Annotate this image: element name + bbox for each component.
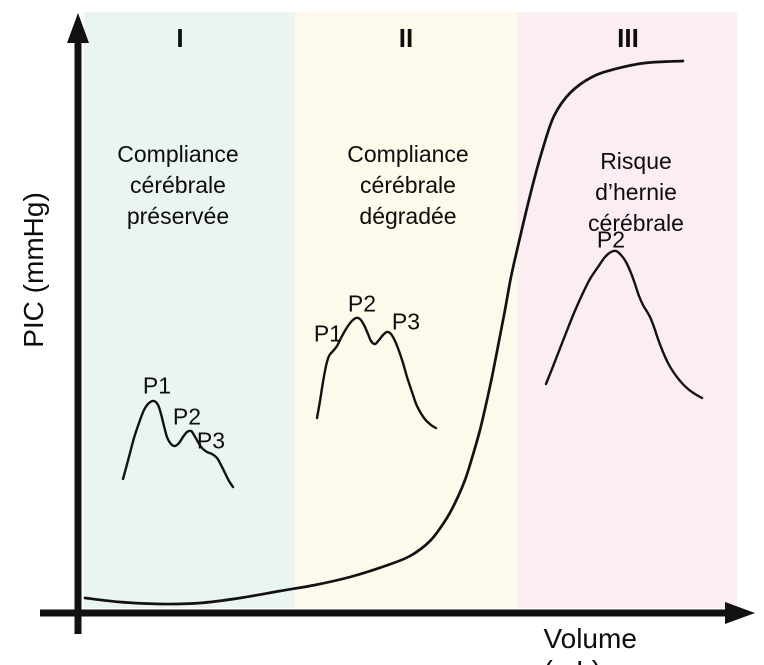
waveform3-p2-label: P2	[596, 226, 626, 253]
zone-herniation-risk	[517, 12, 737, 608]
zone-numeral-3: III	[617, 23, 639, 53]
waveform1-p3-label: P3	[196, 427, 226, 454]
zone-numeral-2: II	[398, 23, 414, 53]
waveform2-p3-label: P3	[391, 308, 421, 335]
zone-description-2: Compliance cérébrale dégradée	[347, 141, 469, 229]
zone-description-3: Risque d’hernie cérébrale	[588, 148, 684, 236]
waveform1-p1-label: P1	[142, 372, 172, 399]
zone-compliance-preserved	[84, 12, 295, 608]
x-axis-label: Volume (mL)	[543, 623, 637, 665]
y-axis-label: PIC (mmHg)	[18, 192, 49, 348]
waveform1-p2-label: P2	[172, 403, 202, 430]
waveform2-p1-label: P1	[313, 320, 343, 347]
zone-description-1: Compliance cérébrale préservée	[117, 141, 239, 229]
waveform2-p2-label: P2	[347, 290, 377, 317]
zone-numeral-1: I	[176, 23, 184, 53]
